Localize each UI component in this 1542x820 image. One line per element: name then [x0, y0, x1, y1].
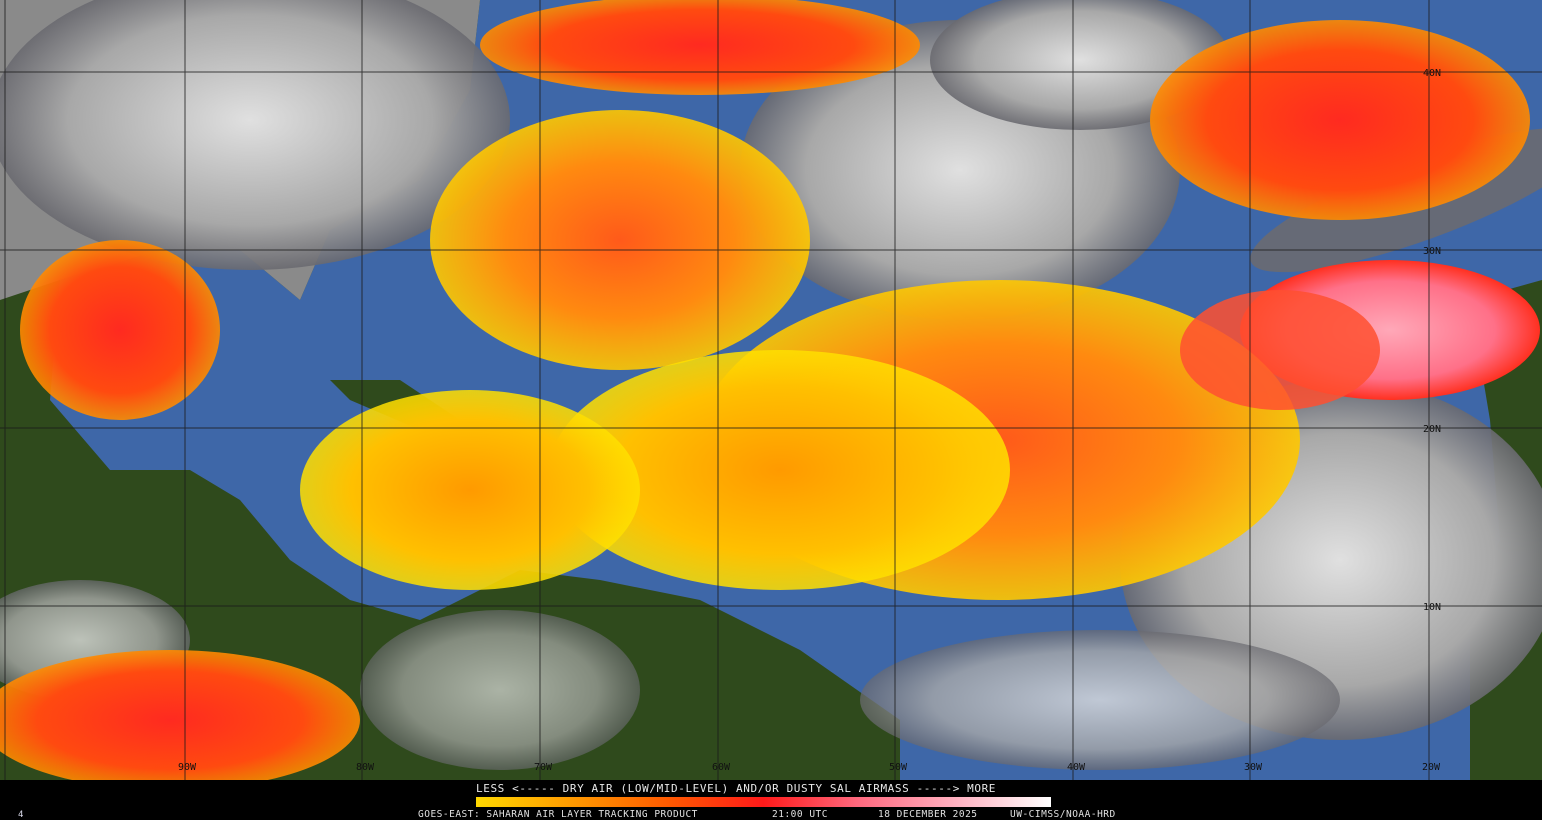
date-stamp: 18 DECEMBER 2025 [878, 809, 978, 820]
lat-label: 30N [1423, 246, 1441, 257]
lon-label: 90W [178, 762, 197, 773]
longitude-labels: 90W 80W 70W 60W 50W 40W 30W 20W [178, 762, 1441, 773]
lat-label: 40N [1423, 68, 1441, 79]
lon-label: 20W [1422, 762, 1441, 773]
lon-label: 50W [889, 762, 908, 773]
latitude-labels: 40N 30N 20N 10N [1423, 68, 1441, 613]
lon-label: 30W [1244, 762, 1263, 773]
frame-number: 4 [18, 810, 24, 820]
legend-title: LESS <----- DRY AIR (LOW/MID-LEVEL) AND/… [476, 782, 997, 795]
lon-label: 60W [712, 762, 731, 773]
time-stamp: 21:00 UTC [772, 809, 828, 820]
lat-label: 20N [1423, 424, 1441, 435]
legend-panel: LESS <----- DRY AIR (LOW/MID-LEVEL) AND/… [0, 780, 1542, 820]
satellite-map: 90W 80W 70W 60W 50W 40W 30W 20W 40N 30N … [0, 0, 1542, 780]
lon-label: 80W [356, 762, 375, 773]
lon-label: 40W [1067, 762, 1086, 773]
credit: UW-CIMSS/NOAA-HRD [1010, 809, 1116, 820]
dry-air-sal [0, 0, 1540, 780]
product-name: GOES-EAST: SAHARAN AIR LAYER TRACKING PR… [418, 809, 698, 820]
lat-lon-grid [0, 0, 1542, 780]
color-scale-bar [476, 797, 1051, 807]
lat-label: 10N [1423, 602, 1441, 613]
cloud-cover [0, 0, 1542, 770]
lon-label: 70W [534, 762, 553, 773]
